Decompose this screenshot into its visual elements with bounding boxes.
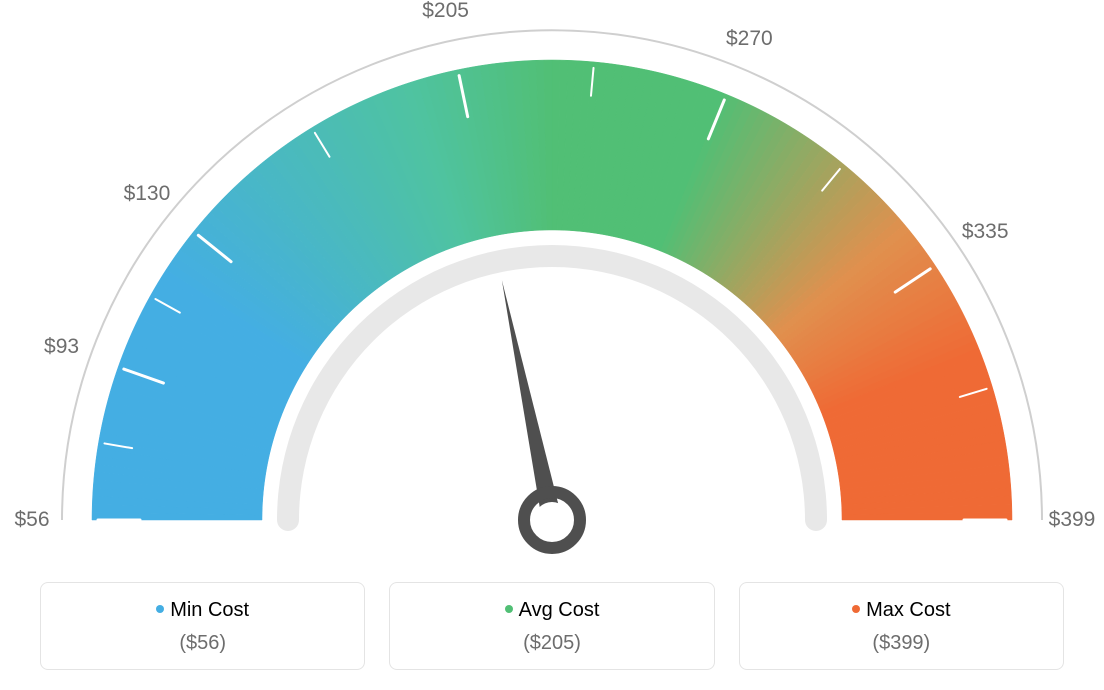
legend-card-min: Min Cost ($56) bbox=[40, 582, 365, 670]
legend-min-label: Min Cost bbox=[170, 599, 249, 621]
dot-icon bbox=[156, 605, 164, 613]
legend-card-avg: Avg Cost ($205) bbox=[389, 582, 714, 670]
legend-avg-label: Avg Cost bbox=[519, 599, 600, 621]
tick-label: $93 bbox=[44, 335, 79, 359]
cost-gauge-container: $56 $93 $130 $205 $270 $335 $399 Min Cost ($56… bbox=[0, 0, 1104, 690]
legend-max-value: ($399) bbox=[740, 632, 1063, 655]
tick-label: $130 bbox=[124, 182, 171, 206]
tick-label: $270 bbox=[726, 27, 773, 51]
tick-label: $205 bbox=[422, 0, 469, 23]
tick-label: $56 bbox=[14, 508, 49, 532]
gauge-svg bbox=[0, 0, 1104, 560]
tick-label: $335 bbox=[962, 220, 1009, 244]
legend-max-label: Max Cost bbox=[866, 599, 950, 621]
legend-card-max: Max Cost ($399) bbox=[739, 582, 1064, 670]
legend-avg-title: Avg Cost bbox=[390, 599, 713, 622]
legend-min-title: Min Cost bbox=[41, 599, 364, 622]
legend-min-value: ($56) bbox=[41, 632, 364, 655]
legend-avg-value: ($205) bbox=[390, 632, 713, 655]
legend-max-title: Max Cost bbox=[740, 599, 1063, 622]
gauge-area: $56 $93 $130 $205 $270 $335 $399 bbox=[0, 0, 1104, 560]
legend-row: Min Cost ($56) Avg Cost ($205) Max Cost … bbox=[40, 582, 1064, 670]
dot-icon bbox=[505, 605, 513, 613]
tick-label: $399 bbox=[1049, 508, 1096, 532]
dot-icon bbox=[852, 605, 860, 613]
